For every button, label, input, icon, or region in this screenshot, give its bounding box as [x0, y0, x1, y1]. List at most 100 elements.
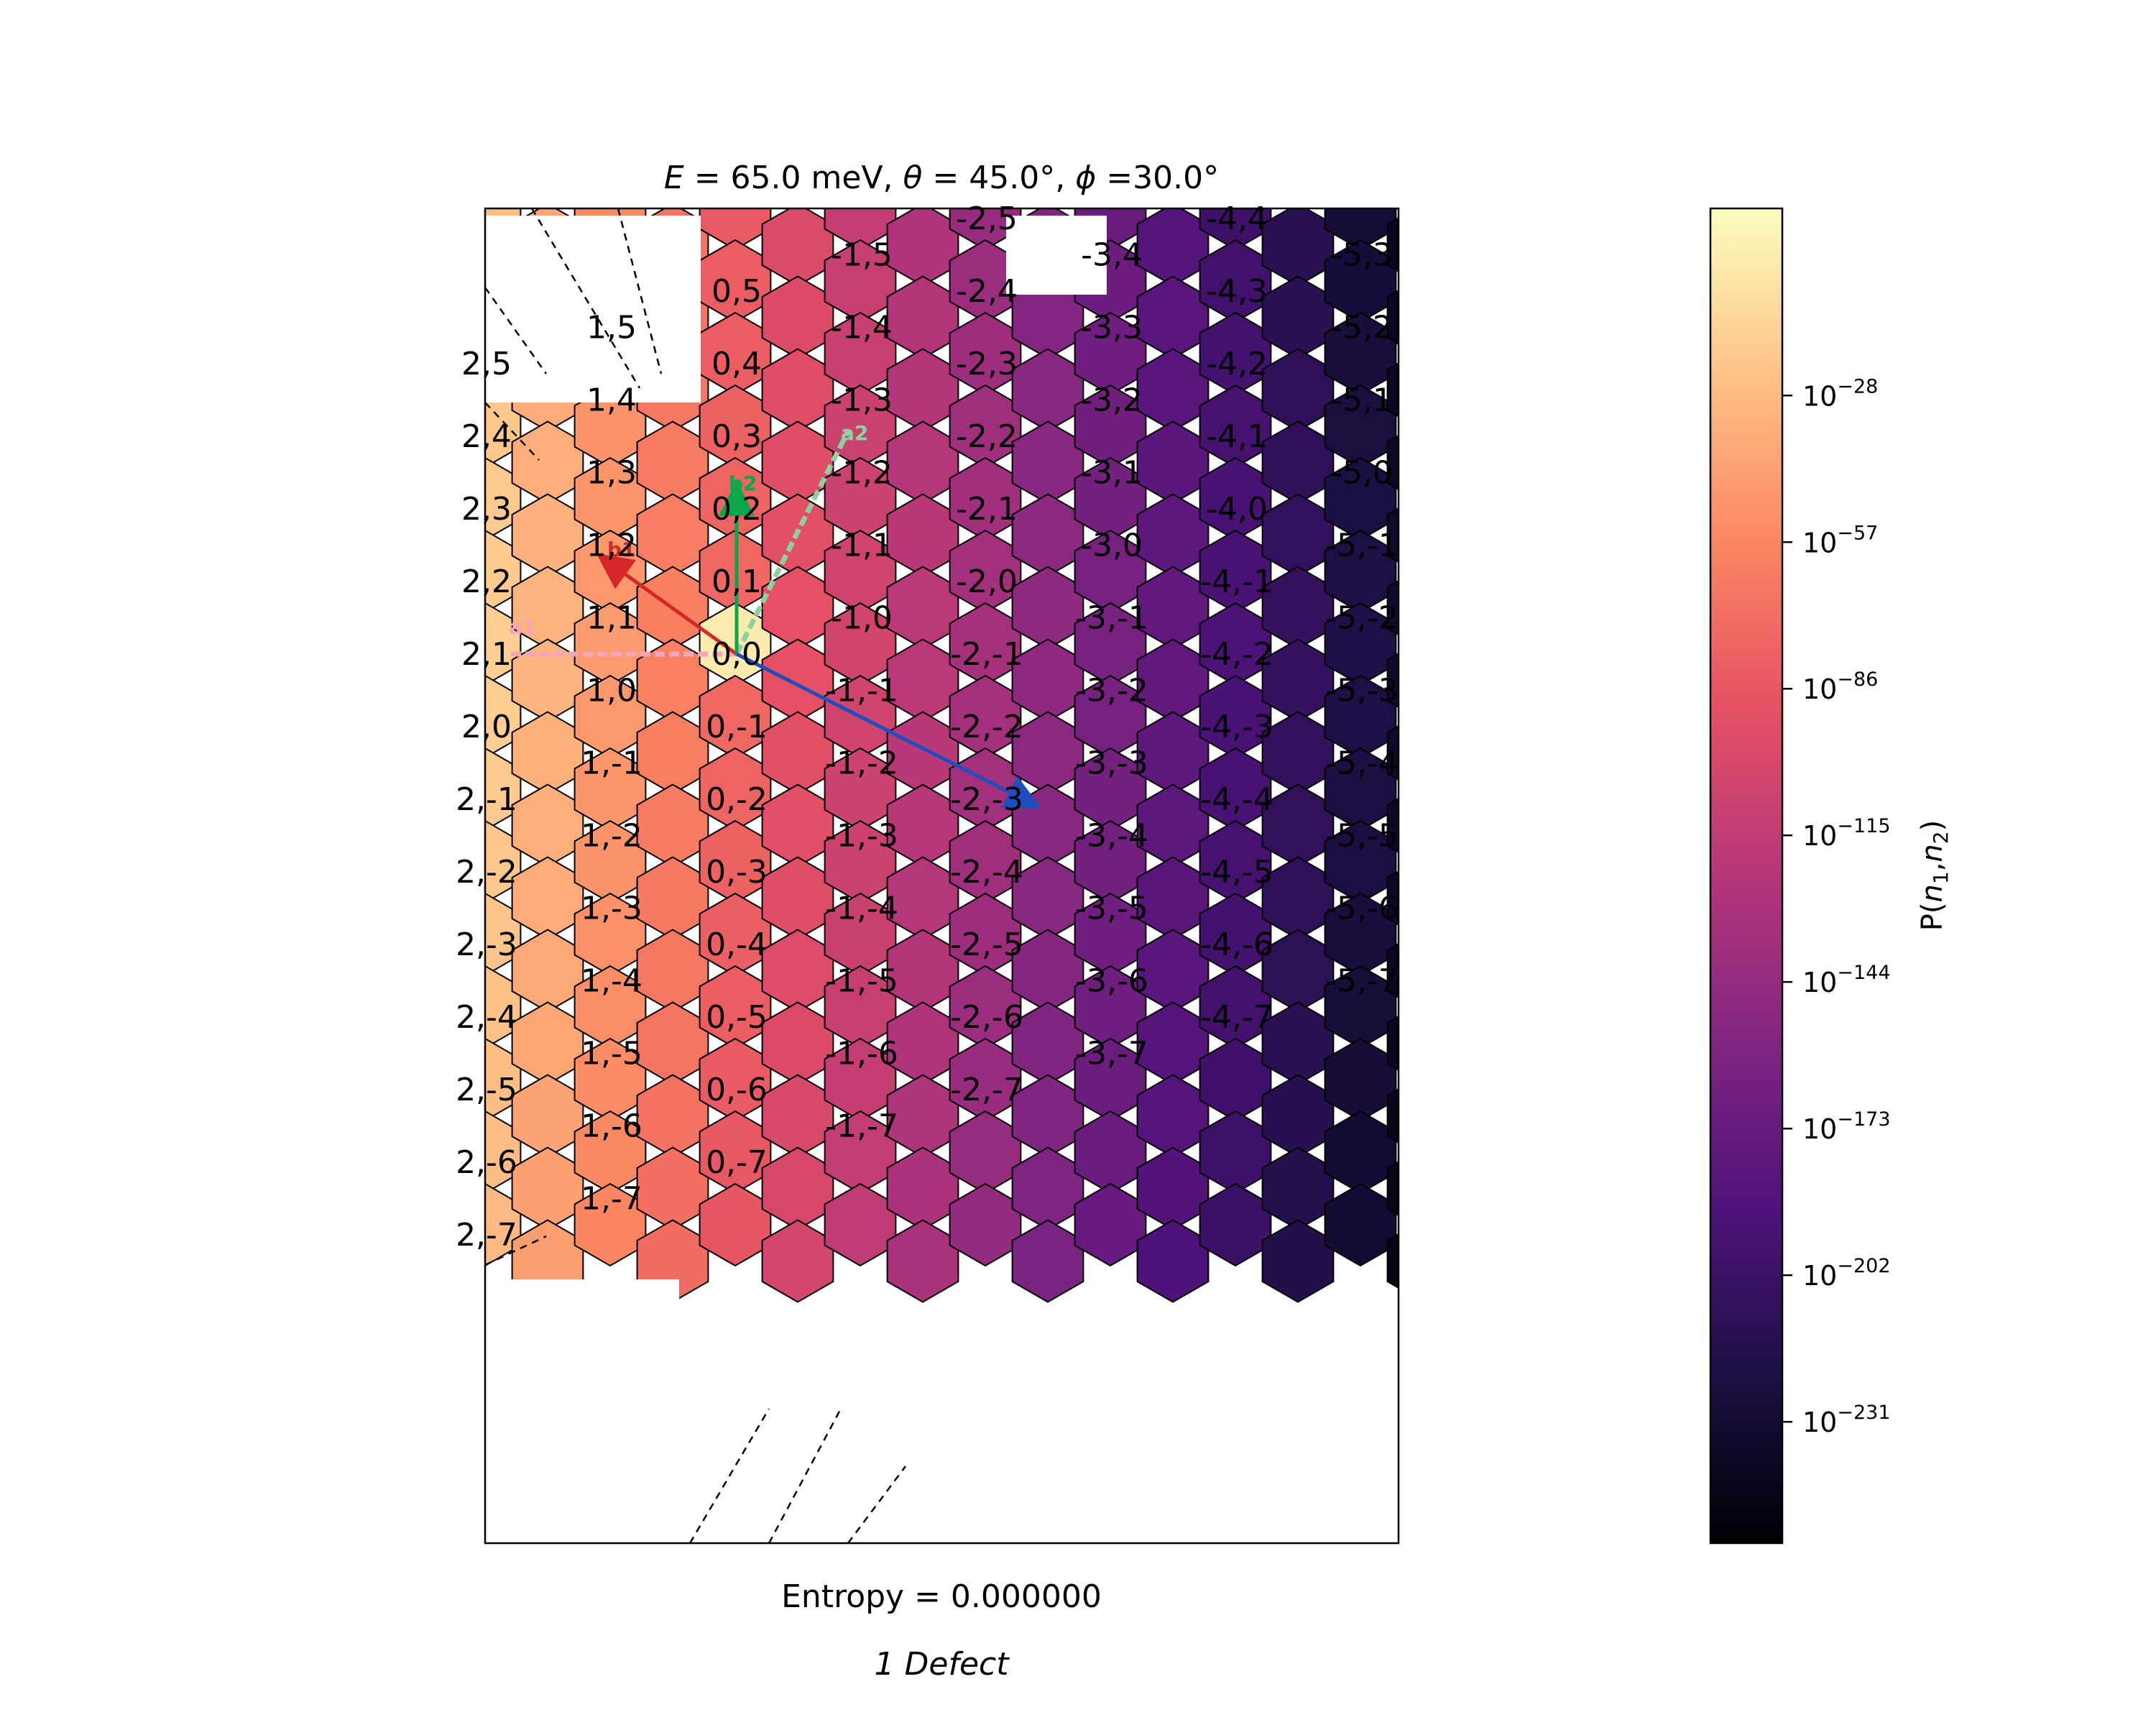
lattice-label: 0,0: [711, 636, 762, 673]
title-e-symbol: E: [664, 160, 684, 196]
lattice-cell: [0, 95, 20, 177]
lattice-cell: [325, 1111, 396, 1193]
lattice-label: -5,-3: [1325, 673, 1399, 709]
lattice-label: -2,-3: [950, 781, 1023, 818]
lattice-label: 1,4: [586, 382, 637, 419]
lattice-cell: [387, 857, 459, 939]
lattice-label: -4,-1: [1200, 564, 1273, 600]
lattice-cell: [387, 712, 459, 794]
lattice-cell: [137, 785, 208, 867]
lattice-cell: [1388, 0, 1459, 68]
lattice-label: 1,-4: [581, 963, 642, 1000]
lattice-cell: [200, 966, 271, 1048]
colorbar-tick-label: 10−173: [1802, 1108, 1891, 1145]
lattice-cell: [137, 277, 208, 359]
lattice-label: -4,2: [1206, 346, 1268, 382]
lattice-cell: [75, 1039, 146, 1121]
boundary-dash-line: [485, 402, 540, 461]
lattice-cell: [12, 277, 83, 359]
lattice-cell: [575, 0, 646, 32]
lattice-cell: [200, 893, 271, 975]
lattice-cell: [450, 95, 521, 177]
vector-label-b2: b2: [729, 472, 757, 495]
lattice-cell: [325, 167, 396, 249]
lattice-cell: [825, 0, 896, 32]
colorbar-tick-label: 10−202: [1802, 1255, 1891, 1292]
lattice-label: -1,1: [831, 528, 893, 564]
lattice-cell: [1386, 870, 1399, 926]
lattice-label: -5,-1: [1325, 528, 1399, 564]
lattice-label: 1,-6: [581, 1108, 642, 1145]
lattice-label: -1,2: [831, 455, 893, 492]
lattice-label: -3,-6: [1075, 963, 1148, 1000]
lattice-cell: [387, 640, 459, 722]
lattice-cell: [575, 22, 646, 104]
lattice-cell: [387, 567, 459, 649]
lattice-label: 1,-7: [581, 1181, 642, 1218]
boundary-dash-line: [847, 1466, 907, 1543]
lattice-cell: [75, 1184, 146, 1266]
lattice-cell: [262, 1003, 333, 1085]
lattice-label: 0,4: [711, 346, 762, 382]
lattice-cell: [387, 785, 459, 867]
lattice-cell: [1386, 362, 1399, 418]
lattice-cell: [387, 132, 459, 213]
lattice-cell: [325, 1184, 396, 1266]
lattice-cell: [200, 0, 271, 32]
lattice-label: -5,-7: [1325, 963, 1399, 1000]
lattice-cell: [325, 676, 396, 758]
lattice-label: 0,-1: [706, 709, 768, 745]
lattice-cell: [12, 59, 83, 141]
lattice-cell: [75, 385, 146, 467]
lattice-cell: [1386, 289, 1399, 346]
lattice-cell: [325, 95, 396, 177]
lattice-cell: [200, 1111, 271, 1193]
lattice-cell: [1386, 652, 1399, 709]
colorbar-gradient: [1709, 207, 1784, 1545]
lattice-cell: [450, 22, 521, 104]
lattice-label: -3,4: [1081, 237, 1143, 274]
vector-label-a1: a1: [509, 615, 536, 639]
lattice-cell: [888, 0, 959, 68]
lattice-cell: [75, 167, 146, 249]
lattice-label: -1,-3: [825, 818, 898, 855]
lattice-label: -1,-2: [825, 745, 898, 782]
lattice-cell: [137, 204, 208, 286]
lattice-cell: [888, 59, 959, 141]
lattice-cell: [0, 167, 20, 249]
lattice-cell: [387, 277, 459, 359]
lattice-cell: [75, 748, 146, 830]
lattice-cell: [1386, 1233, 1399, 1289]
lattice-label: 0,3: [711, 418, 762, 455]
lattice-cell: [1386, 507, 1399, 564]
lattice-label: -5,-4: [1325, 745, 1399, 782]
lattice-label: 2,-3: [456, 926, 517, 963]
colorbar-tick-label: 10−115: [1802, 815, 1891, 852]
lattice-cell: [387, 0, 459, 68]
lattice-label: -3,-1: [1075, 600, 1148, 637]
lattice-cell: [1263, 59, 1334, 141]
lattice-cell: [1200, 0, 1271, 32]
lattice-cell: [575, 95, 646, 177]
lattice-cell: [200, 603, 271, 685]
lattice-cell: [387, 422, 459, 504]
lattice-cell: [137, 567, 208, 649]
lattice-label: 1,3: [586, 455, 637, 492]
lattice-cell: [137, 132, 208, 213]
lattice-label: -4,-4: [1200, 781, 1273, 818]
lattice-label: -5,-2: [1325, 600, 1399, 637]
lattice-cell: [325, 313, 396, 395]
lattice-cell: [137, 857, 208, 939]
colorbar-label-n2: n: [1916, 844, 1949, 862]
boundary-dash-line: [688, 1408, 770, 1543]
lattice-cell: [137, 930, 208, 1012]
lattice-cell: [200, 313, 271, 395]
lattice-cell: [325, 748, 396, 830]
boundary-dash-line: [485, 287, 548, 374]
lattice-cell: [262, 930, 333, 1012]
lattice-cell: [387, 59, 459, 141]
lattice-cell: [0, 385, 20, 467]
lattice-cell: [1200, 22, 1271, 104]
lattice-cell: [387, 1075, 459, 1157]
